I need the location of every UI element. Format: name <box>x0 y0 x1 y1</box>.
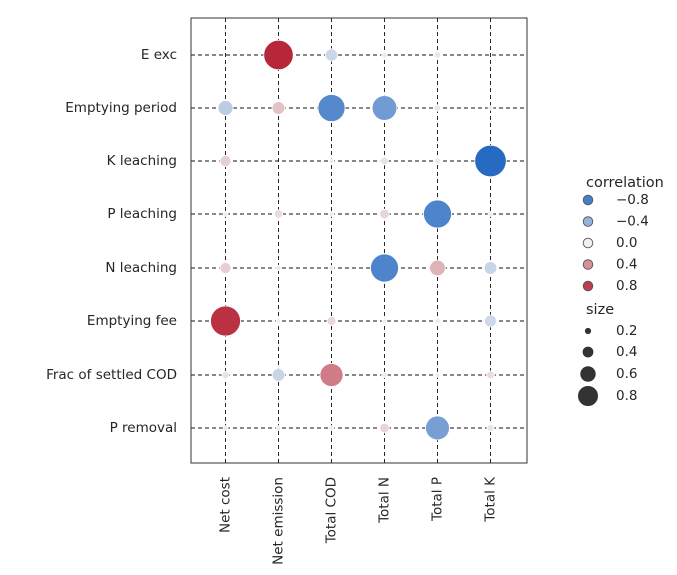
y-tick-label: Emptying period <box>65 100 177 116</box>
data-point <box>429 259 446 277</box>
data-point <box>381 371 388 379</box>
data-point <box>217 100 234 116</box>
data-point <box>328 425 335 431</box>
data-point <box>483 261 498 275</box>
x-tick-label: Total P <box>430 477 446 522</box>
data-point <box>474 144 507 178</box>
data-point <box>263 39 294 71</box>
data-point <box>271 101 286 115</box>
data-point <box>275 425 282 431</box>
data-point <box>380 156 389 166</box>
data-point <box>219 262 232 274</box>
x-tick-label: Net emission <box>271 477 287 565</box>
data-point <box>210 305 241 337</box>
y-tick-label: E exc <box>141 47 177 63</box>
grid-lines <box>191 18 527 463</box>
data-point <box>371 95 398 121</box>
legend-color-marker <box>582 259 594 270</box>
legend-size-marker <box>579 365 597 383</box>
data-point <box>219 155 232 167</box>
data-point <box>328 265 335 271</box>
data-point <box>433 51 442 59</box>
data-point <box>273 209 284 219</box>
y-tick-label: Frac of settled COD <box>46 367 177 383</box>
data-point <box>370 253 399 283</box>
legend-size-label: 0.4 <box>616 344 637 360</box>
data-point <box>487 105 494 111</box>
data-point <box>433 104 442 112</box>
data-point <box>222 425 229 431</box>
legend-size-marker <box>577 385 599 407</box>
x-tick-label: Total N <box>377 477 393 524</box>
data-point <box>275 264 282 272</box>
data-point <box>222 211 229 217</box>
data-point <box>379 208 390 220</box>
x-tick-labels: Net cost Net emission Total COD Total N Tota… <box>218 476 499 565</box>
legend-color-title: correlation <box>586 175 664 191</box>
legend-color-label: 0.0 <box>616 235 637 251</box>
legend-size-label: 0.2 <box>616 323 637 339</box>
y-tick-label: P removal <box>110 420 177 436</box>
data-point <box>328 158 335 164</box>
data-point <box>379 422 390 434</box>
legend-color-label: 0.8 <box>616 278 637 294</box>
x-tick-label: Total K <box>483 476 499 523</box>
y-tick-label: Emptying fee <box>87 313 177 329</box>
x-tick-label: Total COD <box>324 477 340 544</box>
y-tick-label: K leaching <box>107 153 177 169</box>
legend-size-label: 0.6 <box>616 366 637 382</box>
legend-color-label: −0.4 <box>616 214 649 230</box>
data-point <box>434 372 441 378</box>
data-point <box>319 363 344 387</box>
legend-size-label: 0.8 <box>616 388 637 404</box>
data-point <box>271 368 286 382</box>
data-point <box>434 317 441 325</box>
data-point <box>484 314 497 328</box>
legend-color-marker <box>582 280 594 292</box>
data-point <box>433 157 442 165</box>
y-tick-labels: E exc Emptying period K leaching P leaching… <box>46 47 177 436</box>
data-point <box>275 318 282 324</box>
legend-size-title: size <box>586 302 614 318</box>
x-tick-label: Net cost <box>218 477 234 533</box>
data-point <box>486 370 495 380</box>
legend-color-marker <box>582 216 594 227</box>
data-point <box>486 424 495 432</box>
data-point <box>425 415 450 441</box>
legend-color-label: −0.8 <box>616 192 649 208</box>
data-point <box>317 94 346 122</box>
legend-color-marker <box>582 237 594 249</box>
data-point <box>328 211 335 217</box>
legend-color-marker <box>582 194 594 206</box>
legend: correlation−0.8−0.40.00.40.8size0.20.40.… <box>577 175 664 407</box>
legend-size-marker <box>581 345 595 359</box>
y-tick-label: N leaching <box>105 260 177 276</box>
y-tick-label: P leaching <box>107 206 177 222</box>
data-point <box>221 371 230 379</box>
data-point <box>324 48 339 62</box>
data-point <box>423 199 452 229</box>
data-points <box>210 39 507 441</box>
plot-frame <box>190 17 528 464</box>
legend-size-marker <box>584 327 592 335</box>
data-point <box>487 211 494 217</box>
legend-color-label: 0.4 <box>616 257 637 273</box>
data-point <box>326 316 337 326</box>
data-point <box>381 51 388 59</box>
data-point <box>381 318 388 324</box>
